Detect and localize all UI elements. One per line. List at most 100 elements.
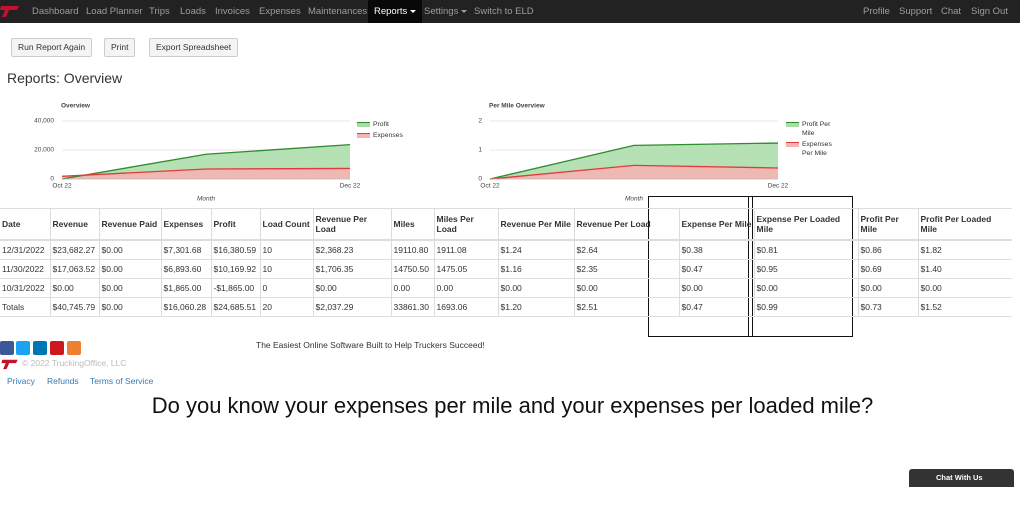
table-cell: $6,893.60	[160, 259, 211, 279]
nav-link[interactable]: Load Planner	[86, 6, 143, 17]
table-cell: 12/31/2022	[0, 239, 50, 260]
table-cell: Totals	[0, 297, 50, 317]
nav-link[interactable]: Settings	[424, 0, 467, 23]
table-cell: 0	[259, 278, 313, 298]
table-cell: $16,380.59	[210, 239, 260, 260]
legend-swatch	[357, 122, 370, 127]
footer-link[interactable]: Refunds	[47, 376, 79, 386]
tagline: The Easiest Online Software Built to Hel…	[256, 340, 485, 350]
table-cell: $40,745.79	[49, 297, 99, 317]
column-header: Revenue	[49, 208, 99, 241]
twitter-icon[interactable]	[16, 341, 30, 355]
area-fill	[490, 165, 778, 179]
table-cell: $0.47	[678, 297, 754, 317]
table-cell: $2,037.29	[312, 297, 391, 317]
nav-link[interactable]: Expenses	[259, 6, 301, 17]
table-cell: $16,060.28	[160, 297, 211, 317]
youtube-icon[interactable]	[50, 341, 64, 355]
table-cell: 19110.80	[390, 239, 434, 260]
nav-link[interactable]: Loads	[180, 6, 206, 17]
x-tick-label: Oct 22	[480, 183, 500, 190]
y-tick-label: 0	[478, 176, 482, 183]
nav-link[interactable]: Dashboard	[32, 6, 79, 17]
column-header: Revenue Per Load	[573, 208, 679, 241]
x-tick-label: Dec 22	[768, 183, 789, 190]
nav-link[interactable]: Sign Out	[971, 6, 1008, 17]
column-header: Revenue Paid	[98, 208, 161, 241]
report-table: Date Revenue Revenue Paid Expenses Profit Loa…	[0, 208, 1012, 317]
table-cell: $7,301.68	[160, 239, 211, 260]
y-tick-label: 40,000	[34, 118, 54, 125]
facebook-icon[interactable]	[0, 341, 14, 355]
table-cell: $0.00	[678, 278, 754, 298]
table-cell: $2.51	[573, 297, 679, 317]
chat-widget[interactable]: Chat With Us	[909, 469, 1014, 487]
table-cell: 1475.05	[433, 259, 498, 279]
table-row: Totals $40,745.79 $0.00 $16,060.28 $24,685.5…	[0, 297, 1012, 317]
linkedin-icon[interactable]	[33, 341, 47, 355]
nav-link[interactable]: Trips	[149, 6, 170, 17]
table-cell: $0.00	[98, 259, 161, 279]
nav-link[interactable]: Maintenances	[308, 6, 368, 17]
table-cell: $0.00	[917, 278, 1012, 298]
nav-link[interactable]: Invoices	[215, 6, 250, 17]
copyright: © 2022 TruckingOffice, LLC	[22, 358, 127, 368]
table-head: Date Revenue Revenue Paid Expenses Profit Loa…	[0, 208, 1012, 241]
x-tick-label: Oct 22	[52, 183, 72, 190]
table-cell: $0.38	[678, 239, 754, 260]
column-header: Profit Per Mile	[857, 208, 918, 241]
table-cell: $24,685.51	[210, 297, 260, 317]
x-axis-label: Month	[197, 196, 215, 203]
page-heading: Reports: Overview	[7, 70, 123, 86]
table-cell: $0.00	[857, 278, 918, 298]
rss-icon[interactable]	[67, 341, 81, 355]
legend-item: Expenses	[357, 131, 415, 140]
charts: Overview 0 20,000 40,000 Oct 22 Dec 22 Month Pe…	[34, 103, 789, 203]
table-cell: 0.00	[390, 278, 434, 298]
column-header: Revenue Per Mile	[497, 208, 574, 241]
legend-item: Profit Per Mile	[786, 120, 844, 138]
nav-link[interactable]: Chat	[941, 6, 962, 17]
header-row: Date Revenue Revenue Paid Expenses Profit Loa…	[0, 208, 1012, 241]
table-cell: $0.73	[857, 297, 918, 317]
table-cell: 14750.50	[390, 259, 434, 279]
nav-link[interactable]: Support	[899, 6, 933, 17]
footer-link[interactable]: Privacy	[7, 376, 35, 386]
column-header: Profit	[210, 208, 260, 241]
table-cell: $1.40	[917, 259, 1012, 279]
legend-swatch	[357, 133, 370, 138]
nav-link[interactable]: Profile	[863, 6, 890, 17]
nav-link[interactable]: Reports	[368, 0, 423, 23]
table-cell: 10/31/2022	[0, 278, 50, 298]
table-cell: $1,865.00	[160, 278, 211, 298]
y-tick-label: 1	[478, 147, 482, 154]
x-tick-label: Dec 22	[340, 183, 361, 190]
column-header: Profit Per Loaded Mile	[917, 208, 1012, 241]
table-cell: $2.35	[573, 259, 679, 279]
table-cell: $0.86	[857, 239, 918, 260]
toolbar-button[interactable]: Run Report Again	[11, 38, 93, 57]
nav-link[interactable]: Switch to ELD	[474, 6, 534, 17]
series-line	[61, 167, 351, 177]
column-header: Expense Per Loaded Mile	[753, 208, 858, 241]
table-cell: $1.20	[497, 297, 574, 317]
series-line	[489, 142, 779, 180]
table-cell: 33861.30	[390, 297, 434, 317]
legend-swatch	[786, 142, 799, 147]
table-cell: $0.00	[49, 278, 99, 298]
footer-logo	[1, 359, 18, 370]
column-header: Load Count	[259, 208, 313, 241]
toolbar-button[interactable]: Export Spreadsheet	[149, 38, 239, 57]
logo[interactable]	[0, 4, 20, 18]
table-cell: 20	[259, 297, 313, 317]
table-cell: $0.00	[98, 297, 161, 317]
table-cell: $0.99	[753, 297, 858, 317]
table-cell: $0.00	[98, 278, 161, 298]
table-row: 12/31/2022 $23,682.27 $0.00 $7,301.68 $16,38…	[0, 239, 1012, 260]
chat-label[interactable]: Chat With Us	[936, 473, 983, 482]
toolbar-button[interactable]: Print	[104, 38, 136, 57]
table-cell: $1,706.35	[312, 259, 391, 279]
table-cell: $1.52	[917, 297, 1012, 317]
footer-link[interactable]: Terms of Service	[90, 376, 154, 386]
